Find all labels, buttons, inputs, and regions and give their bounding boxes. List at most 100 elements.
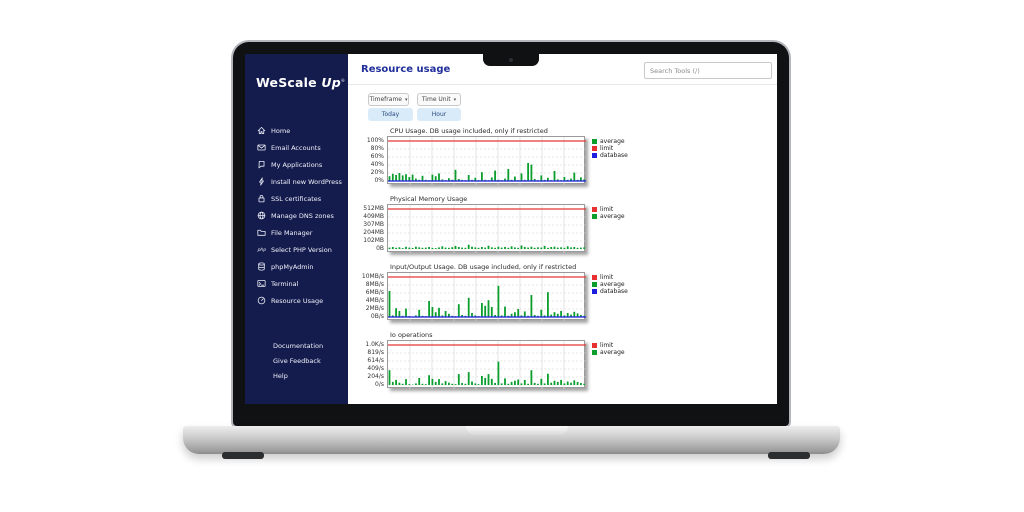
y-axis-tick-label: 102MB <box>363 236 384 244</box>
today-button[interactable]: Today <box>368 108 413 121</box>
main-content: Resource usage Timeframe ▾ Time Unit ▾ T… <box>348 54 777 404</box>
y-axis: 10MB/s 8MB/s 6MB/s 4MB/s 2MB/s 0B/s <box>351 272 387 320</box>
time-unit-dropdown[interactable]: Time Unit ▾ <box>417 93 461 106</box>
legend-swatch-icon <box>592 214 597 219</box>
y-axis-tick-label: 409/s <box>367 364 384 372</box>
legend-swatch-icon <box>592 139 597 144</box>
sidebar-item-email-accounts[interactable]: Email Accounts <box>245 139 348 156</box>
y-axis-tick-label: 819/s <box>367 348 384 356</box>
sidebar-item-home[interactable]: Home <box>245 122 348 139</box>
laptop-foot <box>768 452 810 459</box>
y-axis-tick-label: 20% <box>370 168 384 176</box>
legend-swatch-icon <box>592 350 597 355</box>
legend-swatch-icon <box>592 343 597 348</box>
sidebar-item-label: SSL certificates <box>271 194 322 203</box>
chart-canvas <box>388 341 586 389</box>
search-input[interactable] <box>644 62 772 79</box>
sidebar-item-my-applications[interactable]: My Applications <box>245 156 348 173</box>
timeframe-dropdown-label: Timeframe <box>369 96 402 103</box>
lock-icon <box>256 194 266 204</box>
legend-item: average <box>592 349 625 356</box>
legend-label: database <box>600 152 628 159</box>
y-axis: 512MB 409MB 307MB 204MB 102MB 0B <box>351 204 387 252</box>
legend-swatch-icon <box>592 282 597 287</box>
sidebar-item-label: My Applications <box>271 160 323 169</box>
legend-label: limit <box>600 274 614 281</box>
sidebar-item-label: Terminal <box>271 279 299 288</box>
y-axis-tick-label: 100% <box>366 136 384 144</box>
legend-item: database <box>592 288 628 295</box>
legend-swatch-icon <box>592 289 597 294</box>
chart-legend: limit average database <box>592 272 628 295</box>
y-axis-tick-label: 60% <box>370 152 384 160</box>
legend-swatch-icon <box>592 275 597 280</box>
y-axis-tick-label: 614/s <box>367 356 384 364</box>
y-axis-tick-label: 8MB/s <box>365 280 384 288</box>
legend-label: average <box>600 213 625 220</box>
sidebar-item-label: Help <box>273 371 288 380</box>
legend-label: average <box>600 138 625 145</box>
chart-legend: limit average <box>592 340 625 356</box>
sidebar-item-label: Documentation <box>273 341 324 350</box>
sidebar-item-label: Select PHP Version <box>271 245 332 254</box>
sidebar-item-terminal[interactable]: Terminal <box>245 275 348 292</box>
sidebar-nav: Home Email Accounts My Applications Install… <box>245 122 348 309</box>
legend-swatch-icon <box>592 153 597 158</box>
legend-item: limit <box>592 145 628 152</box>
legend-swatch-icon <box>592 207 597 212</box>
laptop-base <box>183 426 840 454</box>
sidebar-item-label: Email Accounts <box>271 143 321 152</box>
sidebar-item-help[interactable]: Help <box>245 368 348 383</box>
sidebar-item-label: phpMyAdmin <box>271 262 314 271</box>
chart-plot-area <box>387 204 586 253</box>
y-axis-tick-label: 0/s <box>375 380 384 388</box>
chart-plot-area <box>387 340 586 389</box>
chevron-down-icon: ▾ <box>404 96 408 103</box>
logo-text-1: WeScale <box>256 75 317 90</box>
database-icon <box>256 262 266 272</box>
chart-plot-area <box>387 136 586 185</box>
chevron-down-icon: ▾ <box>453 96 457 103</box>
chart-physical-memory-usage: Physical Memory Usage 512MB 409MB 307MB 204M… <box>351 195 771 253</box>
svg-text:php: php <box>257 247 266 253</box>
y-axis-tick-label: 307MB <box>363 220 384 228</box>
email-icon <box>256 143 266 153</box>
chart-io-operations: Io operations 1.0K/s 819/s 614/s 409/s 204/s 0… <box>351 331 771 389</box>
chart-title: Input/Output Usage. DB usage included, o… <box>390 263 577 271</box>
y-axis-tick-label: 1.0K/s <box>365 340 384 348</box>
sidebar-item-resource-usage[interactable]: Resource Usage <box>245 292 348 309</box>
y-axis-tick-label: 512MB <box>363 204 384 212</box>
sidebar-item-ssl-certificates[interactable]: SSL certificates <box>245 190 348 207</box>
y-axis-tick-label: 409MB <box>363 212 384 220</box>
y-axis-tick-label: 40% <box>370 160 384 168</box>
sidebar-item-file-manager[interactable]: File Manager <box>245 224 348 241</box>
legend-swatch-icon <box>592 146 597 151</box>
chart-input-output-usage-db-usage-included-only-if-restricted: Input/Output Usage. DB usage included, o… <box>351 263 771 321</box>
app-header: Resource usage <box>348 54 777 85</box>
legend-label: average <box>600 281 625 288</box>
page-title: Resource usage <box>361 64 451 75</box>
sidebar-item-manage-dns-zones[interactable]: Manage DNS zones <box>245 207 348 224</box>
sidebar-item-give-feedback[interactable]: Give Feedback <box>245 353 348 368</box>
time-unit-dropdown-label: Time Unit <box>421 96 451 103</box>
sidebar-item-label: Give Feedback <box>273 356 321 365</box>
chart-canvas <box>388 137 586 185</box>
timeframe-dropdown[interactable]: Timeframe ▾ <box>368 93 409 106</box>
laptop-foot <box>222 452 264 459</box>
y-axis-tick-label: 6MB/s <box>365 288 384 296</box>
sidebar-item-phpmyadmin[interactable]: phpMyAdmin <box>245 258 348 275</box>
hour-button[interactable]: Hour <box>417 108 461 121</box>
chart-cpu-usage-db-usage-included-only-if-restricted: CPU Usage. DB usage included, only if re… <box>351 127 771 185</box>
chart-title: Io operations <box>390 331 433 339</box>
legend-item: average <box>592 138 628 145</box>
sidebar-item-documentation[interactable]: Documentation <box>245 338 348 353</box>
home-icon <box>256 126 266 136</box>
legend-item: average <box>592 213 625 220</box>
chart-canvas <box>388 205 586 253</box>
brand-logo: WeScale Up® <box>256 75 345 90</box>
y-axis-tick-label: 0% <box>374 176 384 184</box>
laptop-lid-scoop <box>466 426 568 435</box>
sidebar-item-install-new-wordpress[interactable]: Install new WordPress <box>245 173 348 190</box>
sidebar-footer-nav: Documentation Give Feedback Help <box>245 338 348 383</box>
sidebar-item-select-php-version[interactable]: php Select PHP Version <box>245 241 348 258</box>
